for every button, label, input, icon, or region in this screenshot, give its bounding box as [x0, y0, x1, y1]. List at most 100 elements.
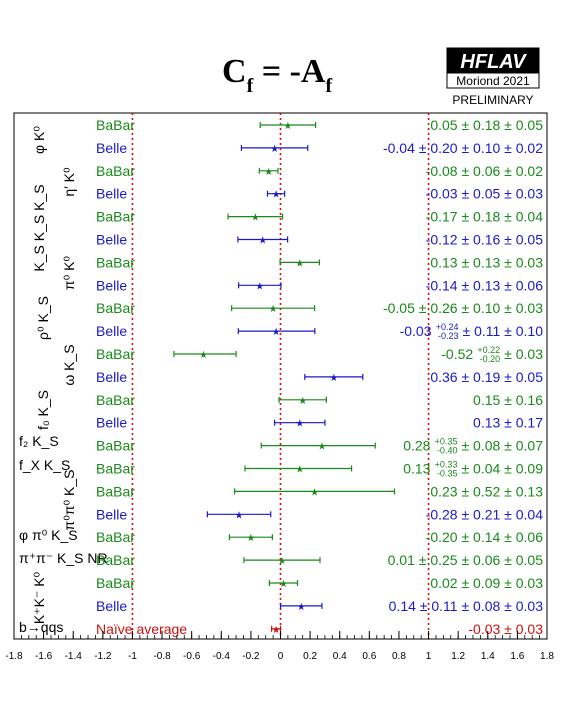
x-tick-label-4: -1	[128, 651, 137, 662]
row-marker-8: ★	[269, 304, 278, 315]
row-label-21: Belle	[96, 598, 127, 614]
row-label-22: Naïve average	[96, 621, 187, 637]
row-label-17: Belle	[96, 506, 127, 522]
row-marker-15: ★	[295, 465, 304, 476]
row-value-tail-15: ± 0.04 ± 0.09	[461, 461, 543, 477]
row-value-up-14: +0.35	[435, 437, 458, 447]
row-label-18: BaBar	[96, 529, 135, 545]
row-marker-17: ★	[235, 510, 244, 521]
row-value-dn-10: -0.20	[480, 354, 501, 364]
data-rows: BaBar ★ 0.05 ± 0.18 ± 0.05 Belle ★ -0.04 ± 0.…	[96, 117, 543, 637]
row-value-13: 0.13 ± 0.17	[473, 415, 543, 431]
row-value-main-10: -0.52	[441, 346, 473, 362]
row-value-1: -0.04 ± 0.20 ± 0.10 ± 0.02	[383, 140, 543, 156]
x-tick-label-6: -0.6	[183, 651, 201, 662]
row-value-20: 0.02 ± 0.09 ± 0.03	[430, 575, 543, 591]
x-tick-label-3: -1.2	[94, 651, 112, 662]
row-value-5: -0.12 ± 0.16 ± 0.05	[426, 232, 544, 248]
group-label-1: η′ K⁰	[61, 167, 77, 197]
row-marker-11: ★	[329, 373, 338, 384]
row-value-18: -0.20 ± 0.14 ± 0.06	[426, 529, 544, 545]
row-value-21: 0.14 ± 0.11 ± 0.08 ± 0.03	[389, 598, 544, 614]
row-marker-4: ★	[251, 213, 260, 224]
row-value-dn-9: -0.23	[438, 331, 459, 341]
row-label-13: Belle	[96, 415, 127, 431]
row-value-8: -0.05 ± 0.26 ± 0.10 ± 0.03	[383, 300, 543, 316]
row-marker-20: ★	[279, 579, 288, 590]
x-tick-label-2: -1.4	[65, 651, 83, 662]
row-label-11: Belle	[96, 369, 127, 385]
x-tick-label-13: 0.8	[392, 651, 406, 662]
title-mid: = -A	[253, 53, 326, 90]
x-tick-label-11: 0.4	[333, 651, 347, 662]
group-label-5: ω K_S	[61, 344, 77, 385]
x-tick-label-15: 1.2	[451, 651, 465, 662]
row-label-14: BaBar	[96, 438, 135, 454]
row-value-up-10: +0.22	[477, 345, 500, 355]
row-value-up-15: +0.33	[435, 460, 458, 470]
logo-sub: Moriond 2021	[456, 74, 530, 88]
row-value-3: -0.03 ± 0.05 ± 0.03	[426, 186, 544, 202]
row-marker-12: ★	[298, 396, 307, 407]
group-label-4: ρ⁰ K_S	[35, 296, 51, 340]
group-label-0: φ K⁰	[31, 126, 47, 154]
row-label-9: Belle	[96, 323, 127, 339]
row-value-7: -0.14 ± 0.13 ± 0.06	[426, 277, 544, 293]
row-label-16: BaBar	[96, 483, 135, 499]
row-marker-3: ★	[272, 190, 281, 201]
row-value-11: 0.36 ± 0.19 ± 0.05	[430, 369, 543, 385]
x-tick-label-0: -1.8	[5, 651, 23, 662]
row-marker-22: ★	[272, 625, 281, 636]
row-value-0: 0.05 ± 0.18 ± 0.05	[430, 117, 543, 133]
row-marker-2: ★	[264, 167, 273, 178]
x-tick-label-12: 0.6	[362, 651, 376, 662]
row-marker-1: ★	[270, 144, 279, 155]
row-label-8: BaBar	[96, 300, 135, 316]
x-tick-label-1: -1.6	[35, 651, 53, 662]
row-value-tail-14: ± 0.08 ± 0.07	[461, 438, 543, 454]
row-label-3: Belle	[96, 186, 127, 202]
row-marker-13: ★	[295, 419, 304, 430]
row-value-17: -0.28 ± 0.21 ± 0.04	[426, 506, 544, 522]
row-marker-7: ★	[255, 281, 264, 292]
row-label-4: BaBar	[96, 209, 135, 225]
x-tick-label-14: 1	[426, 651, 432, 662]
row-label-7: Belle	[96, 277, 127, 293]
row-value-22: -0.03 ± 0.03	[468, 621, 543, 637]
row-marker-16: ★	[310, 487, 319, 498]
x-tick-label-16: 1.4	[481, 651, 495, 662]
row-marker-21: ★	[297, 602, 306, 613]
logo-status: PRELIMINARY	[452, 93, 533, 107]
group-label-11: π⁺π⁻ K_S NR	[19, 550, 108, 566]
group-label-6: f₀ K_S	[35, 390, 51, 430]
row-label-19: BaBar	[96, 552, 135, 568]
chart-title: Cf = -Af	[222, 53, 332, 97]
row-marker-5: ★	[258, 236, 267, 247]
x-tick-label-10: 0.2	[303, 651, 317, 662]
x-tick-label-8: -0.2	[242, 651, 260, 662]
row-label-1: Belle	[96, 140, 127, 156]
row-value-tail-10: ± 0.03	[504, 346, 543, 362]
group-label-12: K⁺K⁻ K⁰	[31, 571, 47, 624]
row-label-12: BaBar	[96, 392, 135, 408]
x-tick-label-5: -0.8	[153, 651, 171, 662]
row-label-15: BaBar	[96, 461, 135, 477]
title-sub-f2: f	[325, 75, 332, 97]
group-label-3: π⁰ K⁰	[61, 256, 77, 290]
row-value-dn-15: -0.35	[437, 469, 458, 479]
group-labels: φ K⁰ η′ K⁰ K_S K_S K_S π⁰ K⁰ ρ⁰ K_S ω K_S f₀ K…	[19, 126, 108, 635]
x-tick-label-9: 0	[278, 651, 284, 662]
title-sub-f1: f	[247, 75, 254, 97]
group-label-7: f₂ K_S	[19, 433, 59, 449]
group-label-10: φ π⁰ K_S	[19, 527, 78, 543]
group-label-13: b→qqs	[19, 619, 63, 635]
row-value-4: -0.17 ± 0.18 ± 0.04	[426, 209, 544, 225]
row-value-main-15: 0.13	[403, 461, 430, 477]
row-value-tail-9: ± 0.11 ± 0.10	[463, 323, 544, 339]
row-label-20: BaBar	[96, 575, 135, 591]
row-value-2: -0.08 ± 0.06 ± 0.02	[426, 163, 544, 179]
row-marker-10: ★	[199, 350, 208, 361]
row-value-main-14: 0.28	[403, 438, 430, 454]
group-label-2: K_S K_S K_S	[31, 184, 47, 271]
